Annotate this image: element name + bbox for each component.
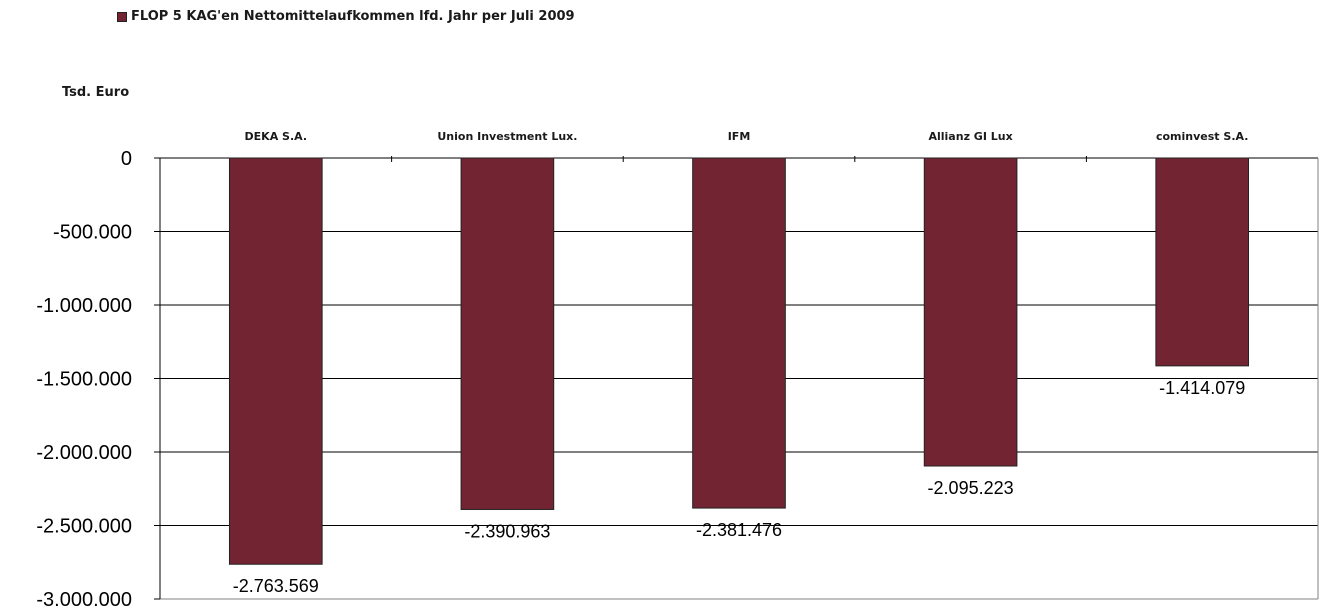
y-tick-label: -2.000.000	[36, 442, 132, 464]
y-tick-labels: 0 -500.000 -1.000.000 -1.500.000 -2.000.000 -…	[36, 148, 132, 610]
y-tick-label: -3.000.000	[36, 589, 132, 610]
legend-swatch	[117, 11, 127, 22]
category-label: IFM	[728, 130, 751, 143]
bar	[1155, 157, 1250, 367]
data-label: -1.414.079	[1159, 378, 1245, 398]
category-label: cominvest S.A.	[1156, 130, 1248, 143]
axes	[154, 156, 1319, 600]
legend: FLOP 5 KAG'en Nettomittelaufkommen lfd. …	[117, 9, 575, 24]
category-label: DEKA S.A.	[245, 130, 308, 143]
data-label: -2.095.223	[928, 478, 1014, 498]
category-label: Union Investment Lux.	[437, 130, 577, 143]
bars	[228, 157, 1250, 565]
y-tick-label: -1.500.000	[36, 369, 132, 391]
bar	[923, 157, 1018, 467]
legend-label: FLOP 5 KAG'en Nettomittelaufkommen lfd. …	[131, 9, 575, 24]
category-labels: DEKA S.A. Union Investment Lux. IFM Allianz…	[245, 130, 1249, 143]
bar	[692, 157, 786, 509]
data-label: -2.381.476	[696, 520, 782, 540]
bar	[228, 157, 323, 565]
data-label: -2.390.963	[464, 521, 550, 541]
category-label: Allianz GI Lux	[928, 130, 1012, 143]
y-tick-label: -500.000	[53, 222, 132, 244]
data-label: -2.763.569	[233, 576, 319, 596]
y-tick-label: -1.000.000	[36, 295, 132, 317]
y-tick-label: -2.500.000	[36, 516, 132, 538]
data-labels: -2.763.569 -2.390.963 -2.381.476 -2.095.223…	[233, 378, 1245, 596]
bar	[460, 157, 555, 510]
y-tick-label: 0	[121, 148, 132, 170]
y-axis-label: Tsd. Euro	[62, 85, 129, 100]
